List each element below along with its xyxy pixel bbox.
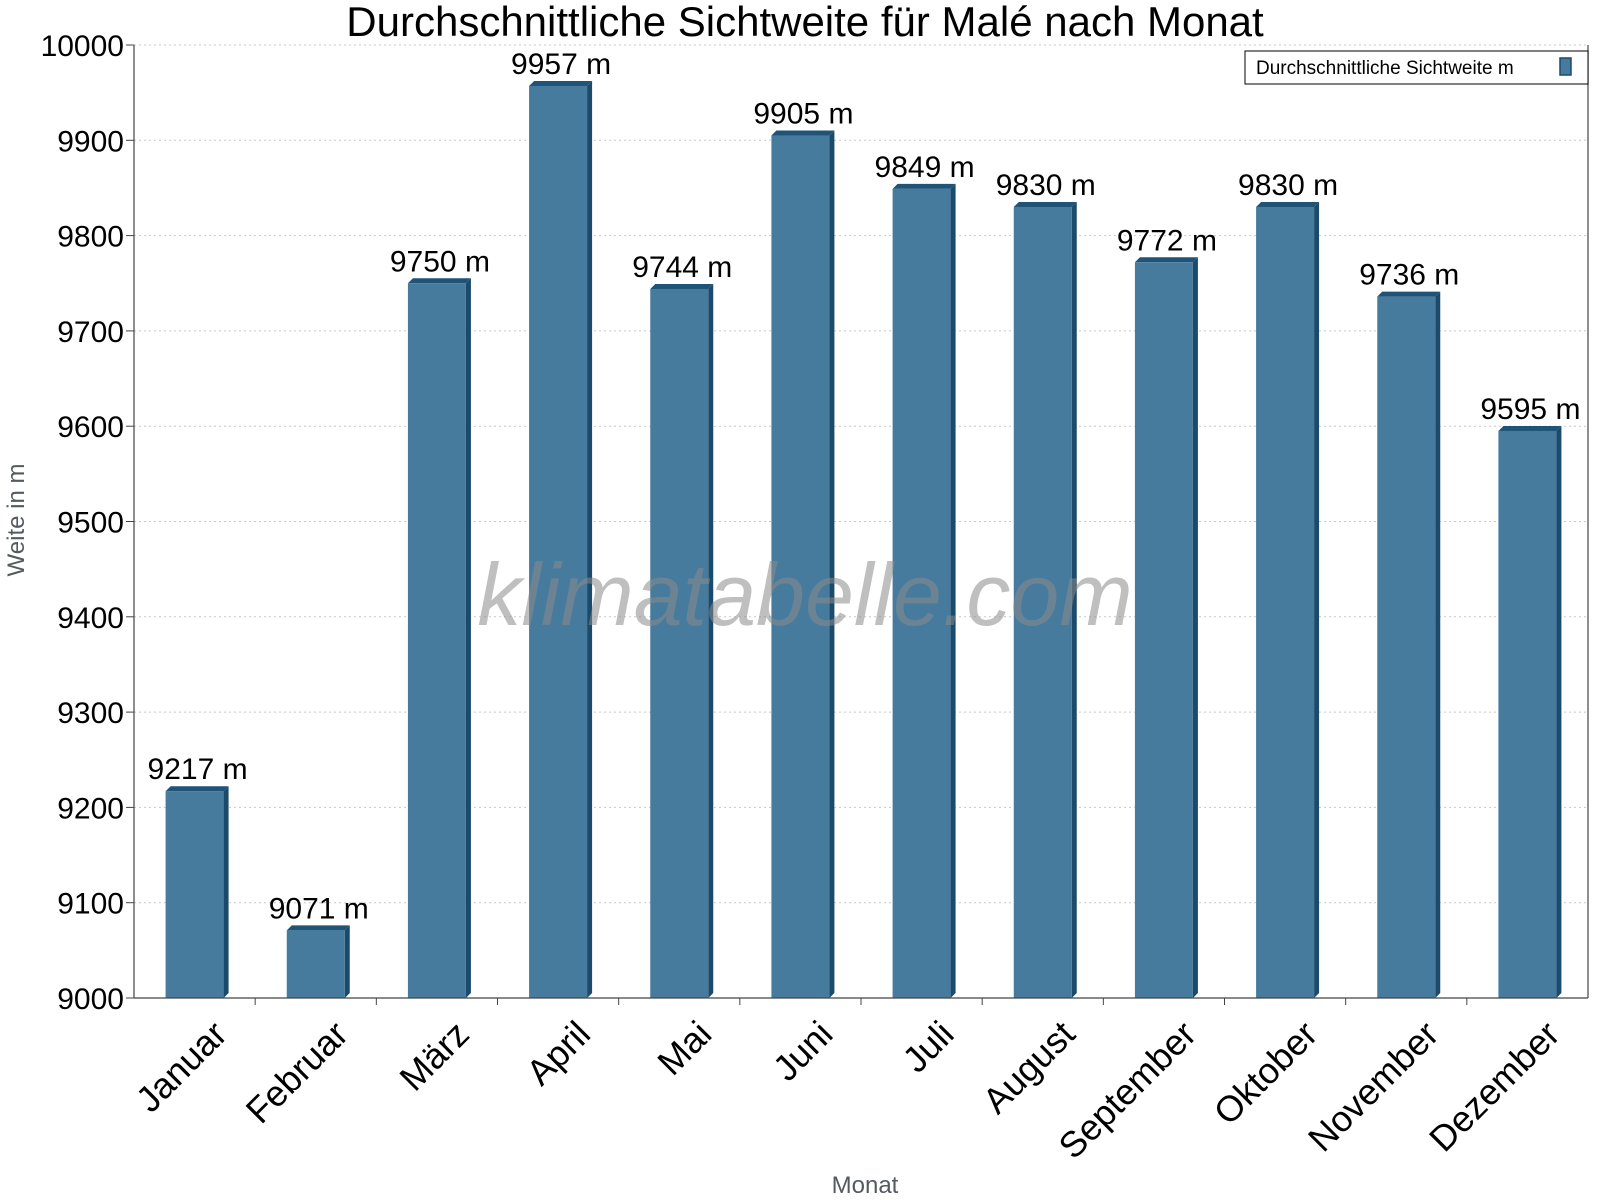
bar-side	[587, 80, 593, 998]
gridlines	[134, 44, 1588, 904]
bar-side	[1192, 257, 1198, 998]
value-label: 9744 m	[632, 251, 732, 284]
bar-side	[465, 278, 471, 998]
legend-label: Durchschnittliche Sichtweite m	[1256, 58, 1514, 79]
bar-top	[1013, 202, 1077, 208]
y-tick-label: 9400	[57, 602, 124, 635]
y-tick-label: 9000	[57, 983, 124, 1016]
bar	[529, 85, 588, 998]
bar	[1498, 430, 1557, 999]
bar-side	[708, 283, 714, 998]
value-label: 9595 m	[1480, 393, 1580, 426]
bars	[165, 80, 1562, 999]
chart-title: Durchschnittliche Sichtweite für Malé na…	[346, 0, 1264, 45]
x-axis-title: Monat	[832, 1172, 899, 1199]
bar-top	[407, 278, 471, 284]
bar-side	[829, 130, 835, 998]
bar	[1013, 207, 1072, 998]
bar	[771, 135, 830, 998]
bar	[407, 283, 466, 998]
bar-top	[529, 80, 593, 86]
axes	[126, 44, 1589, 1005]
y-tick-label: 9600	[57, 411, 124, 444]
bar-side	[1435, 291, 1441, 998]
bar-top	[1498, 425, 1562, 431]
y-axis-title: Weite in m	[3, 464, 30, 577]
value-label: 9957 m	[511, 48, 611, 81]
value-label: 9750 m	[390, 245, 490, 278]
value-label: 9772 m	[1117, 224, 1217, 257]
bar-side	[1556, 425, 1562, 999]
x-tick-label: Januar	[128, 1013, 235, 1120]
bar-top	[1134, 257, 1198, 263]
bar-side	[223, 786, 229, 998]
value-label: 9736 m	[1359, 259, 1459, 292]
x-tick-labels: Januar Februar März April Mai Juni Juli AugustS…	[128, 1013, 1568, 1167]
bar-side	[344, 925, 350, 998]
bar-side	[1314, 202, 1320, 998]
value-label: 9071 m	[269, 892, 369, 925]
x-tick-label: Juli	[894, 1013, 961, 1080]
legend-box	[1244, 50, 1589, 85]
x-tick-label: Juni	[765, 1013, 841, 1089]
y-tick-label: 9700	[57, 316, 124, 349]
bar	[892, 188, 951, 998]
y-tick-label: 10000	[41, 30, 124, 63]
watermark: klimatabelle.com	[477, 545, 1132, 644]
bar-top	[650, 283, 714, 289]
bar	[650, 288, 709, 998]
value-label: 9217 m	[148, 753, 248, 786]
value-labels: 9217 m 9071 m 9750 m 9957 m 9744 m 9905 m 9849…	[148, 48, 1581, 925]
y-tick-label: 9800	[57, 221, 124, 254]
bar-top	[1377, 291, 1441, 297]
x-tick-label: Dezember	[1421, 1013, 1567, 1159]
x-tick-label: Mai	[649, 1013, 719, 1083]
legend-swatch	[1559, 57, 1572, 76]
bar-side	[1071, 202, 1077, 998]
x-tick-label: März	[391, 1013, 477, 1099]
bar-top	[771, 130, 835, 136]
y-tick-label: 9200	[57, 792, 124, 825]
y-tick-label: 9100	[57, 888, 124, 921]
bar	[165, 791, 224, 998]
bar-side	[950, 183, 956, 998]
bar	[1134, 262, 1193, 998]
value-label: 9905 m	[753, 98, 853, 131]
x-tick-label: April	[518, 1013, 598, 1093]
x-tick-label: November	[1300, 1013, 1446, 1159]
value-label: 9849 m	[875, 151, 975, 184]
y-tick-labels: 9000 9100 9200 9300 9400 9500 9600 9700 9800 9900…	[41, 30, 124, 1016]
bar-top	[286, 925, 350, 931]
value-label: 9830 m	[996, 169, 1096, 202]
y-tick-label: 9900	[57, 125, 124, 158]
bar	[286, 930, 345, 998]
value-label: 9830 m	[1238, 169, 1338, 202]
bar-top	[165, 786, 229, 792]
bar	[1377, 296, 1436, 998]
y-tick-label: 9300	[57, 697, 124, 730]
y-tick-label: 9500	[57, 507, 124, 540]
x-tick-label: Februar	[238, 1013, 356, 1131]
legend[interactable]: Durchschnittliche Sichtweite m	[1244, 50, 1589, 85]
bar-top	[1256, 202, 1320, 208]
bar	[1256, 207, 1315, 998]
x-tick-label: Oktober	[1206, 1013, 1326, 1133]
bar-top	[892, 183, 956, 189]
x-tick-label: August	[975, 1013, 1083, 1121]
